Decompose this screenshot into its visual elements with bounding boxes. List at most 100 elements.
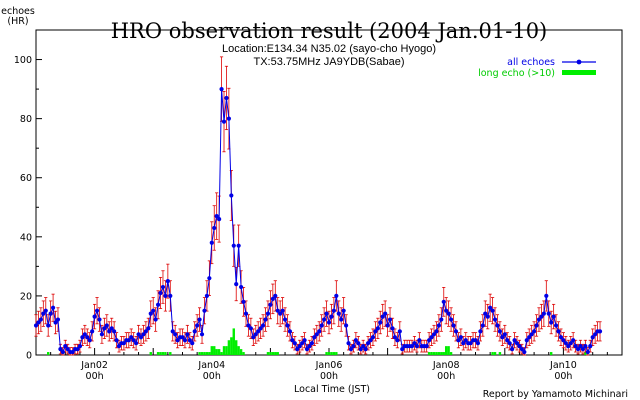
all-echoes-point — [485, 314, 490, 319]
all-echoes-point — [55, 317, 61, 322]
all-echoes-point — [478, 329, 483, 334]
all-echoes-point — [192, 329, 197, 334]
all-echoes-point — [365, 341, 371, 346]
x-tick-label-hour: 00h — [86, 371, 104, 382]
all-echoes-point — [441, 299, 446, 304]
long-echo-bar — [325, 352, 328, 355]
all-echoes-point — [258, 326, 263, 331]
long-echo-bar — [208, 352, 211, 355]
long-echo-bar — [549, 352, 553, 355]
all-echoes-point — [534, 323, 539, 328]
long-echo-bar — [327, 352, 331, 355]
all-echoes-point — [336, 311, 341, 316]
all-echoes-point — [136, 332, 141, 337]
y-tick-label: 20 — [20, 291, 32, 302]
all-echoes-point — [204, 293, 210, 299]
long-echo-bar — [205, 352, 209, 355]
long-echo-bar — [271, 352, 275, 355]
x-tick-label-hour: 00h — [320, 371, 338, 382]
all-echoes-point — [212, 225, 217, 231]
all-echoes-series — [33, 86, 603, 355]
all-echoes-point — [185, 332, 190, 337]
all-echoes-point — [568, 341, 573, 346]
all-echoes-point — [585, 349, 590, 355]
all-echoes-point — [397, 329, 402, 334]
all-echoes-point — [163, 293, 168, 299]
all-echoes-point — [348, 346, 354, 352]
all-echoes-point — [241, 299, 246, 304]
all-echoes-point — [522, 349, 527, 355]
all-echoes-point — [58, 346, 63, 352]
all-echoes-point — [260, 323, 266, 328]
x-tick-label-hour: 00h — [554, 371, 572, 382]
all-echoes-point — [160, 284, 166, 290]
all-echoes-point — [483, 311, 488, 316]
all-echoes-point — [553, 323, 559, 328]
all-echoes-point — [341, 308, 346, 313]
all-echoes-point — [392, 335, 398, 340]
long-echo-bar — [169, 352, 172, 355]
all-echoes-point — [151, 308, 156, 313]
all-echoes-point — [82, 332, 87, 337]
x-tick-label-date: Jan06 — [315, 360, 343, 371]
all-echoes-point — [116, 344, 122, 349]
all-echoes-point — [427, 338, 432, 343]
all-echoes-point — [121, 341, 126, 346]
all-echoes-point — [329, 314, 334, 319]
long-echo-bar — [445, 346, 448, 355]
all-echoes-point — [512, 338, 517, 343]
long-echo-bar — [335, 352, 338, 355]
all-echoes-point — [539, 314, 544, 319]
all-echoes-point — [583, 344, 588, 349]
all-echoes-point — [263, 317, 268, 322]
all-echoes-point — [458, 335, 463, 340]
all-echoes-point — [202, 308, 207, 313]
all-echoes-point — [102, 326, 107, 331]
legend: all echoes long echo (>10) — [478, 57, 596, 79]
all-echoes-point — [346, 341, 351, 346]
all-echoes-point — [563, 341, 568, 346]
long-echo-bar — [225, 346, 228, 355]
all-echoes-point — [510, 346, 515, 352]
all-echoes-point — [475, 341, 481, 346]
long-echo-bars — [47, 328, 587, 355]
all-echoes-point — [339, 317, 344, 322]
all-echoes-point — [265, 311, 271, 316]
long-echo-bar — [330, 352, 333, 355]
all-echoes-point — [168, 293, 173, 299]
all-echoes-point — [490, 308, 495, 313]
long-echo-bar — [332, 352, 336, 355]
all-echoes-point — [373, 329, 378, 334]
all-echoes-point — [199, 332, 205, 337]
all-echoes-point — [46, 323, 51, 328]
all-echoes-point — [524, 338, 529, 343]
long-echo-bar — [232, 328, 235, 355]
all-echoes-point — [104, 323, 109, 328]
all-echoes-point — [412, 341, 417, 346]
all-echoes-point — [519, 346, 524, 352]
legend-label-all-echoes: all echoes — [507, 57, 555, 68]
legend-label-long-echo: long echo (>10) — [478, 68, 555, 79]
all-echoes-point — [170, 329, 175, 334]
all-echoes-point — [492, 317, 498, 322]
all-echoes-point — [209, 240, 214, 245]
all-echoes-point — [448, 317, 454, 322]
all-echoes-point — [65, 346, 70, 352]
all-echoes-point — [353, 338, 358, 343]
all-echoes-point — [593, 332, 598, 337]
all-echoes-point — [573, 344, 578, 349]
all-echoes-point — [558, 335, 564, 340]
long-echo-bar — [447, 346, 450, 355]
all-echoes-point — [207, 276, 212, 281]
long-echo-bar — [210, 346, 213, 355]
all-echoes-point — [532, 329, 537, 334]
legend-marker-all-echoes — [576, 59, 582, 65]
long-echo-bar — [149, 352, 152, 355]
all-echoes-point — [400, 346, 405, 352]
long-echo-bar — [237, 346, 240, 355]
y-axis: 0 20 40 60 80 100 — [14, 55, 42, 362]
all-echoes-point — [409, 344, 415, 349]
all-echoes-point — [297, 344, 302, 349]
all-echoes-point — [243, 311, 249, 316]
all-echoes-point — [60, 349, 65, 355]
